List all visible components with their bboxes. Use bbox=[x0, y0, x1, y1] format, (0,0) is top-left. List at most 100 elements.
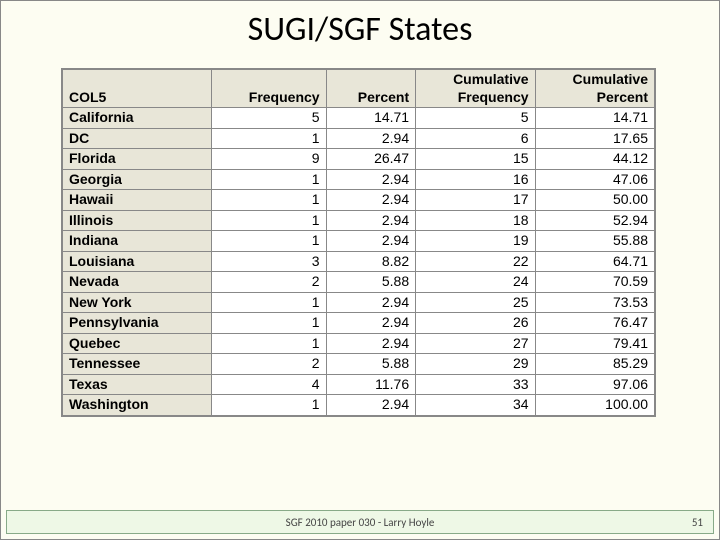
cell-freq: 1 bbox=[212, 292, 326, 313]
col-header-cfreq: Cumulative Frequency bbox=[416, 70, 535, 108]
table-row: Florida926.471544.12 bbox=[63, 149, 655, 170]
cell-cfreq: 5 bbox=[416, 108, 535, 129]
cell-freq: 1 bbox=[212, 231, 326, 252]
cell-freq: 1 bbox=[212, 190, 326, 211]
cell-cfreq: 19 bbox=[416, 231, 535, 252]
cell-freq: 2 bbox=[212, 354, 326, 375]
table-row: Quebec12.942779.41 bbox=[63, 333, 655, 354]
cell-pct: 2.94 bbox=[326, 313, 416, 334]
cell-cfreq: 24 bbox=[416, 272, 535, 293]
table-row: New York12.942573.53 bbox=[63, 292, 655, 313]
cell-freq: 3 bbox=[212, 251, 326, 272]
cell-pct: 2.94 bbox=[326, 128, 416, 149]
cell-cfreq: 18 bbox=[416, 210, 535, 231]
cell-cfreq: 22 bbox=[416, 251, 535, 272]
table-row: Illinois12.941852.94 bbox=[63, 210, 655, 231]
cell-freq: 1 bbox=[212, 210, 326, 231]
cell-pct: 2.94 bbox=[326, 210, 416, 231]
cell-pct: 2.94 bbox=[326, 333, 416, 354]
cell-cpct: 50.00 bbox=[535, 190, 654, 211]
table-row: California514.71514.71 bbox=[63, 108, 655, 129]
table-row: DC12.94617.65 bbox=[63, 128, 655, 149]
cell-cpct: 73.53 bbox=[535, 292, 654, 313]
cell-pct: 2.94 bbox=[326, 231, 416, 252]
cell-freq: 1 bbox=[212, 128, 326, 149]
cell-cfreq: 15 bbox=[416, 149, 535, 170]
cell-cpct: 76.47 bbox=[535, 313, 654, 334]
cell-freq: 1 bbox=[212, 333, 326, 354]
table-header-row: COL5 Frequency Percent Cumulative Freque… bbox=[63, 70, 655, 108]
cell-cfreq: 29 bbox=[416, 354, 535, 375]
cell-pct: 11.76 bbox=[326, 374, 416, 395]
cell-freq: 2 bbox=[212, 272, 326, 293]
cell-cfreq: 27 bbox=[416, 333, 535, 354]
cell-pct: 26.47 bbox=[326, 149, 416, 170]
row-header: Quebec bbox=[63, 333, 212, 354]
row-header: Illinois bbox=[63, 210, 212, 231]
freq-table: COL5 Frequency Percent Cumulative Freque… bbox=[62, 69, 655, 416]
cell-pct: 5.88 bbox=[326, 272, 416, 293]
cell-cfreq: 26 bbox=[416, 313, 535, 334]
table-row: Louisiana38.822264.71 bbox=[63, 251, 655, 272]
row-header: Indiana bbox=[63, 231, 212, 252]
row-header: DC bbox=[63, 128, 212, 149]
table-row: Texas411.763397.06 bbox=[63, 374, 655, 395]
row-header: California bbox=[63, 108, 212, 129]
row-header: Pennsylvania bbox=[63, 313, 212, 334]
col-header-cpct: Cumulative Percent bbox=[535, 70, 654, 108]
table-row: Tennessee25.882985.29 bbox=[63, 354, 655, 375]
table-row: Washington12.9434100.00 bbox=[63, 395, 655, 416]
cell-pct: 5.88 bbox=[326, 354, 416, 375]
table-row: Hawaii12.941750.00 bbox=[63, 190, 655, 211]
table-row: Pennsylvania12.942676.47 bbox=[63, 313, 655, 334]
cell-freq: 9 bbox=[212, 149, 326, 170]
cell-cpct: 64.71 bbox=[535, 251, 654, 272]
cell-cpct: 85.29 bbox=[535, 354, 654, 375]
cell-cpct: 17.65 bbox=[535, 128, 654, 149]
table-body: California514.71514.71DC12.94617.65Flori… bbox=[63, 108, 655, 416]
row-header: Hawaii bbox=[63, 190, 212, 211]
cell-cpct: 47.06 bbox=[535, 169, 654, 190]
cell-cpct: 14.71 bbox=[535, 108, 654, 129]
cell-pct: 2.94 bbox=[326, 169, 416, 190]
row-header: Texas bbox=[63, 374, 212, 395]
cell-freq: 1 bbox=[212, 169, 326, 190]
row-header: Florida bbox=[63, 149, 212, 170]
cell-cfreq: 16 bbox=[416, 169, 535, 190]
cell-cpct: 79.41 bbox=[535, 333, 654, 354]
row-header: New York bbox=[63, 292, 212, 313]
table-row: Georgia12.941647.06 bbox=[63, 169, 655, 190]
cell-freq: 4 bbox=[212, 374, 326, 395]
cell-cpct: 55.88 bbox=[535, 231, 654, 252]
cell-cfreq: 17 bbox=[416, 190, 535, 211]
slide-footer: SGF 2010 paper 030 - Larry Hoyle 51 bbox=[6, 510, 714, 534]
cell-cpct: 52.94 bbox=[535, 210, 654, 231]
col-header-pct: Percent bbox=[326, 70, 416, 108]
cell-cfreq: 6 bbox=[416, 128, 535, 149]
cell-cfreq: 25 bbox=[416, 292, 535, 313]
page-number: 51 bbox=[692, 516, 703, 529]
freq-table-container: COL5 Frequency Percent Cumulative Freque… bbox=[61, 68, 656, 417]
col-header-col5: COL5 bbox=[63, 70, 212, 108]
table-row: Indiana12.941955.88 bbox=[63, 231, 655, 252]
cell-pct: 14.71 bbox=[326, 108, 416, 129]
cell-freq: 1 bbox=[212, 313, 326, 334]
table-row: Nevada25.882470.59 bbox=[63, 272, 655, 293]
cell-freq: 1 bbox=[212, 395, 326, 416]
footer-text: SGF 2010 paper 030 - Larry Hoyle bbox=[286, 516, 435, 529]
cell-pct: 8.82 bbox=[326, 251, 416, 272]
col-header-freq: Frequency bbox=[212, 70, 326, 108]
row-header: Georgia bbox=[63, 169, 212, 190]
cell-cfreq: 33 bbox=[416, 374, 535, 395]
cell-cfreq: 34 bbox=[416, 395, 535, 416]
row-header: Louisiana bbox=[63, 251, 212, 272]
cell-pct: 2.94 bbox=[326, 190, 416, 211]
row-header: Tennessee bbox=[63, 354, 212, 375]
cell-cpct: 97.06 bbox=[535, 374, 654, 395]
row-header: Nevada bbox=[63, 272, 212, 293]
cell-cpct: 44.12 bbox=[535, 149, 654, 170]
page-title: SUGI/SGF States bbox=[1, 1, 719, 68]
cell-cpct: 70.59 bbox=[535, 272, 654, 293]
cell-pct: 2.94 bbox=[326, 292, 416, 313]
cell-pct: 2.94 bbox=[326, 395, 416, 416]
